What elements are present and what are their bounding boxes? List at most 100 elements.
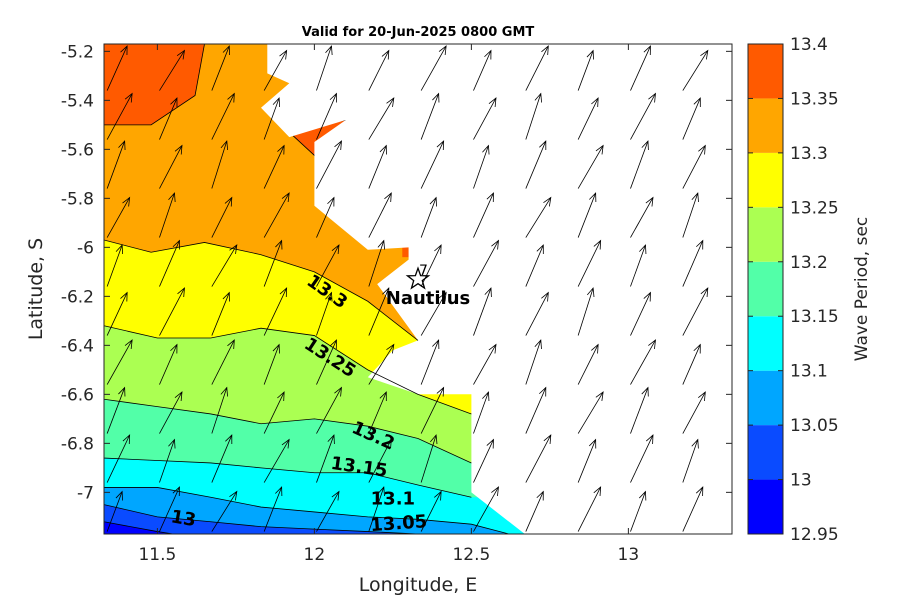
y-tick-label: -5.6 — [61, 140, 94, 160]
arrow-head — [643, 291, 651, 302]
arrow-head — [541, 45, 549, 56]
arrow-shaft — [420, 339, 440, 385]
arrow — [211, 339, 235, 385]
arrow-head — [122, 196, 131, 207]
arrow-head — [589, 192, 597, 203]
arrow-head — [482, 391, 490, 402]
arrow-shaft — [211, 140, 228, 189]
arrow-head — [384, 192, 392, 203]
arrow — [368, 97, 395, 140]
arrow-head — [329, 92, 337, 103]
arrow — [577, 144, 604, 189]
x-tick-label: 11.5 — [138, 545, 176, 565]
arrow-shaft — [211, 45, 230, 91]
contour-13.15 — [104, 457, 472, 498]
chart-title: Valid for 20-Jun-2025 0800 GMT — [302, 25, 535, 40]
arrow-shaft — [106, 292, 128, 336]
arrow-head — [591, 97, 599, 108]
arrow — [211, 291, 230, 336]
arrow-shaft — [106, 197, 130, 238]
arrow-head — [588, 438, 597, 449]
arrow — [473, 391, 490, 434]
arrow — [368, 486, 385, 532]
arrow — [159, 97, 178, 140]
arrow — [316, 490, 340, 532]
arrow-head — [648, 92, 656, 103]
arrow-shaft — [159, 240, 180, 287]
arrow-head — [593, 486, 602, 497]
arrow-head — [220, 386, 228, 397]
arrow-shaft — [473, 486, 499, 532]
arrow — [682, 438, 699, 483]
arrow — [420, 291, 447, 336]
arrow-head — [384, 438, 392, 449]
colorbar-swatch — [748, 152, 783, 208]
arrow — [263, 49, 288, 91]
arrow-head — [645, 196, 654, 207]
arrow-shaft — [577, 344, 599, 385]
arrow-head — [229, 244, 238, 255]
arrow-shaft — [682, 439, 699, 483]
arrow — [473, 97, 497, 140]
arrow-head — [484, 287, 492, 298]
arrow — [263, 486, 283, 532]
arrow-head — [327, 434, 335, 445]
arrow — [420, 140, 445, 189]
arrow — [577, 97, 599, 140]
arrow — [368, 144, 387, 189]
arrow-shaft — [368, 486, 385, 532]
colorbar-tick-label: 13.2 — [790, 253, 828, 273]
arrow-shaft — [525, 93, 542, 140]
arrow-head — [174, 391, 183, 402]
colorbar-swatch — [748, 261, 783, 317]
contour-13.2 — [104, 398, 472, 464]
y-tick-label: -5.2 — [61, 42, 94, 62]
arrow-shaft — [316, 140, 342, 189]
x-tick-label: 12.5 — [452, 545, 490, 565]
arrow — [316, 339, 337, 385]
arrow — [577, 391, 604, 434]
arrow — [525, 434, 552, 483]
arrow-shaft — [263, 145, 285, 189]
arrow-head — [334, 386, 342, 397]
arrow-head — [484, 49, 492, 60]
arrow-shaft — [682, 145, 706, 189]
arrow — [316, 92, 337, 140]
arrow-shaft — [682, 192, 699, 238]
arrow-head — [281, 438, 290, 449]
colorbar-tick-label: 13.05 — [790, 416, 839, 436]
arrow — [106, 92, 133, 140]
arrow-shaft — [525, 434, 552, 483]
arrow — [473, 192, 494, 238]
arrow — [577, 287, 595, 336]
arrow-head — [698, 391, 706, 402]
arrow-head — [329, 339, 337, 350]
arrow — [420, 45, 447, 91]
arrow-shaft — [473, 391, 489, 434]
arrow — [211, 92, 235, 140]
arrow-shaft — [263, 344, 280, 385]
arrow-shaft — [316, 244, 340, 287]
arrow-head — [382, 287, 390, 298]
arrow — [211, 244, 238, 287]
arrow-shaft — [420, 45, 447, 91]
arrow-head — [379, 391, 387, 402]
colorbar-swatch — [748, 98, 783, 153]
arrow-shaft — [525, 339, 542, 385]
arrow — [316, 196, 335, 238]
arrow-shaft — [211, 387, 228, 434]
arrow-shaft — [368, 439, 392, 483]
arrow-head — [488, 343, 497, 354]
arrow — [263, 97, 281, 140]
arrow — [263, 192, 290, 238]
arrow — [420, 490, 442, 532]
y-tick-label: -6.4 — [61, 336, 94, 356]
arrow — [420, 196, 437, 238]
arrow-shaft — [316, 434, 335, 483]
y-tick-label: -6 — [77, 238, 94, 258]
arrow-head — [700, 49, 709, 60]
arrow-head — [429, 434, 438, 445]
arrow-head — [120, 45, 128, 56]
arrow-head — [168, 192, 176, 203]
